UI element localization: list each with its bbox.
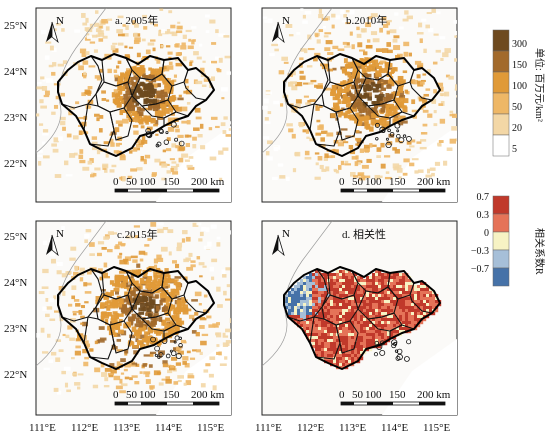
scale-bar-label: 150 — [389, 389, 406, 401]
lat-axis-bottom: 25°N 24°N 23°N 22°N — [4, 231, 27, 381]
density-legend-label: 150 — [512, 60, 527, 71]
correlation-legend-swatch — [492, 231, 510, 251]
density-legend-label: 100 — [512, 81, 527, 92]
lat-tick-25-bottom: 25°N — [4, 231, 27, 243]
correlation-legend: 0.7 0.3 0 −0.3 −0.7 相关系数R — [471, 192, 546, 287]
north-arrow-icon: N — [272, 15, 290, 44]
lat-tick-24-top: 24°N — [4, 66, 27, 78]
correlation-legend-label: 0.7 — [477, 192, 490, 203]
panel-d-title: d. 相关性 — [342, 227, 386, 241]
scale-bar-label: 0 — [339, 389, 345, 401]
scale-bar-label: 100 — [139, 176, 156, 188]
lat-tick-23-bottom: 23°N — [4, 323, 27, 335]
panel-d: d. 相关性 — [261, 220, 458, 416]
scale-bar-label: 0 — [113, 389, 119, 401]
scale-bar-label: 50 — [126, 176, 138, 188]
north-arrow-icon: N — [46, 228, 64, 257]
north-arrow-icon: N — [272, 228, 290, 257]
scale-bar-label: 200 km — [417, 389, 451, 401]
correlation-legend-label: −0.7 — [471, 264, 489, 275]
correlation-legend-label: 0.3 — [477, 210, 490, 221]
lon-tick-113-right: 113°E — [339, 422, 366, 434]
lat-axis-top: 25°N 24°N 23°N 22°N — [4, 20, 27, 170]
lat-tick-22-top: 22°N — [4, 158, 27, 170]
correlation-legend-swatch — [492, 267, 510, 287]
density-legend-swatch — [492, 29, 510, 52]
scale-bar-label: 150 — [163, 389, 180, 401]
scale-bar: 0 50 100 150 200 km — [113, 176, 225, 193]
scale-bar-label: 50 — [352, 389, 364, 401]
lon-tick-112-right: 112°E — [297, 422, 324, 434]
density-legend-label: 50 — [512, 102, 522, 113]
panel-c: c.2015年 — [35, 220, 232, 416]
density-legend-label: 20 — [512, 123, 522, 134]
scale-bar-label: 100 — [365, 176, 382, 188]
scale-bar: 0 50 100 150 200 km — [339, 389, 451, 406]
panel-c-title: c.2015年 — [117, 227, 158, 241]
scale-bar: 0 50 100 150 200 km — [113, 389, 225, 406]
scale-bar-label: 150 — [163, 176, 180, 188]
scale-bar-label: 0 — [339, 176, 345, 188]
lat-tick-23-top: 23°N — [4, 112, 27, 124]
lon-axis-right: 111°E 112°E 113°E 114°E 115°E — [255, 422, 450, 434]
correlation-legend-label: −0.3 — [471, 246, 489, 257]
lon-tick-115-right: 115°E — [423, 422, 450, 434]
lon-tick-112-left: 112°E — [71, 422, 98, 434]
north-label: N — [282, 15, 290, 27]
density-legend-title: 单位: 百万元/km² — [533, 48, 546, 122]
lon-tick-115-left: 115°E — [197, 422, 224, 434]
density-legend-label: 5 — [512, 144, 517, 155]
density-legend-swatch — [492, 92, 510, 115]
scale-bar-label: 0 — [113, 176, 119, 188]
scale-bar-label: 200 km — [417, 176, 451, 188]
density-legend-label: 300 — [512, 39, 527, 50]
lon-tick-111-left: 111°E — [29, 422, 56, 434]
north-label: N — [56, 228, 64, 240]
scale-bar-label: 50 — [352, 176, 364, 188]
scale-bar: 0 50 100 150 200 km — [339, 176, 451, 193]
north-label: N — [282, 228, 290, 240]
density-legend-swatch — [492, 71, 510, 94]
scale-bar-label: 200 km — [191, 389, 225, 401]
scale-bar-label: 100 — [139, 389, 156, 401]
correlation-legend-swatch — [492, 195, 510, 215]
north-arrow-icon: N — [46, 15, 64, 44]
panel-a-title: a. 2005年 — [115, 13, 158, 27]
density-legend-swatch — [492, 134, 510, 157]
panel-b: b.2010年 — [261, 7, 458, 203]
lon-tick-114-left: 114°E — [155, 422, 182, 434]
correlation-legend-swatch — [492, 249, 510, 269]
density-legend-swatch — [492, 50, 510, 73]
density-legend: 300 150 100 50 20 5 单位: 百万元/km² — [492, 29, 546, 157]
lat-tick-22-bottom: 22°N — [4, 369, 27, 381]
panel-a: a. 2005年 — [35, 7, 232, 203]
scale-bar-label: 200 km — [191, 176, 225, 188]
scale-bar-label: 150 — [389, 176, 406, 188]
correlation-legend-title: 相关系数R — [533, 228, 546, 275]
lon-tick-114-right: 114°E — [381, 422, 408, 434]
scale-bar-label: 50 — [126, 389, 138, 401]
density-legend-swatch — [492, 113, 510, 136]
lon-tick-113-left: 113°E — [113, 422, 140, 434]
correlation-legend-swatch — [492, 213, 510, 233]
north-label: N — [56, 15, 64, 27]
correlation-legend-label: 0 — [484, 228, 489, 239]
lat-tick-25-top: 25°N — [4, 20, 27, 32]
lon-axis-left: 111°E 112°E 113°E 114°E 115°E — [29, 422, 224, 434]
lat-tick-24-bottom: 24°N — [4, 277, 27, 289]
scale-bar-label: 100 — [365, 389, 382, 401]
lon-tick-111-right: 111°E — [255, 422, 282, 434]
panel-b-title: b.2010年 — [346, 13, 387, 27]
